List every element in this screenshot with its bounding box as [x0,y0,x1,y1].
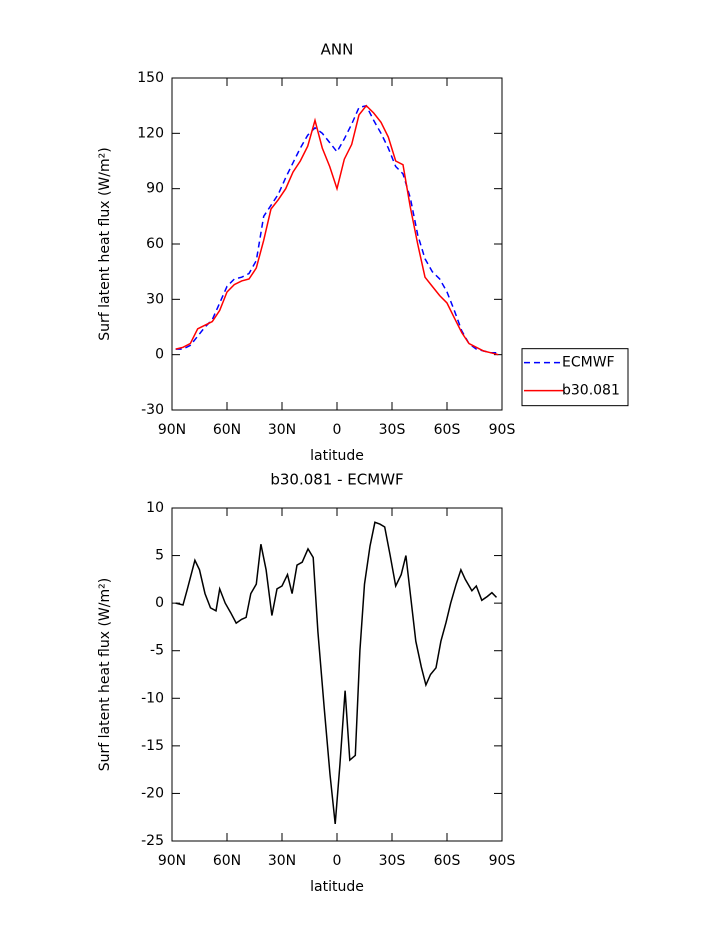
y-tick-label: 120 [137,125,164,141]
x-tick-label: 0 [333,853,342,869]
x-tick-label: 30N [268,422,296,438]
y-tick-label: -10 [141,690,164,706]
y-tick-label: 10 [146,500,164,516]
data-line [175,104,499,354]
y-axis-label: Surf latent heat flux (W/m²) [97,578,113,771]
x-tick-label: 90N [158,853,186,869]
y-tick-label: 90 [146,181,164,197]
data-line [175,521,498,824]
x-tick-label: 90S [489,422,516,438]
x-tick-label: 30S [379,853,406,869]
y-tick-label: 30 [146,291,164,307]
y-tick-label: -5 [150,643,164,659]
legend-label: b30.081 [562,383,620,399]
data-line [175,104,499,356]
y-tick-label: -15 [141,738,164,754]
legend-label: ECMWF [562,355,615,371]
y-tick-label: 0 [155,595,164,611]
y-tick-label: 0 [155,347,164,363]
x-tick-label: 0 [333,422,342,438]
legend-frame [521,348,629,407]
plot-frame [171,77,503,411]
y-tick-label: 150 [137,70,164,86]
x-tick-label: 90N [158,422,186,438]
x-tick-label: 60N [213,853,241,869]
chart-title: ANN [321,41,354,59]
y-tick-label: 60 [146,236,164,252]
chart-title: b30.081 - ECMWF [270,471,403,489]
x-tick-label: 30S [379,422,406,438]
x-tick-label: 30N [268,853,296,869]
y-tick-label: 5 [155,548,164,564]
plot-frame [171,507,503,842]
y-tick-label: -30 [141,402,164,418]
x-tick-label: 60S [434,422,461,438]
x-axis-label: latitude [310,879,364,895]
y-tick-label: -20 [141,785,164,801]
y-tick-label: -25 [141,833,164,849]
y-axis-label: Surf latent heat flux (W/m²) [97,147,113,340]
x-tick-label: 90S [489,853,516,869]
x-axis-label: latitude [310,448,364,464]
x-tick-label: 60S [434,853,461,869]
x-tick-label: 60N [213,422,241,438]
